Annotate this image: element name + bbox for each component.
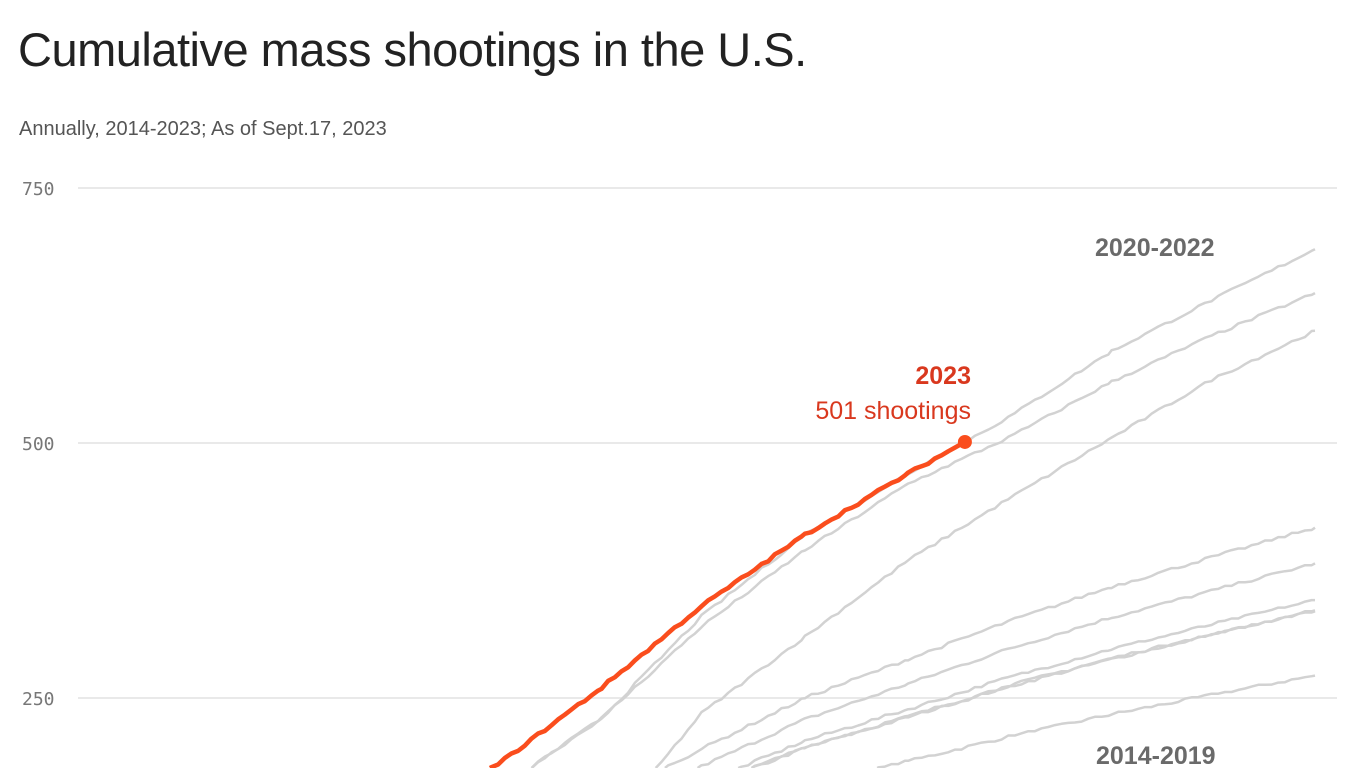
series-line-2016: [696, 562, 1316, 768]
series-line-2022: [530, 292, 1316, 768]
group-label-2020-2022: 2020-2022: [1095, 234, 1215, 262]
highlight-value-label: 501 shootings: [815, 397, 971, 425]
y-tick-label: 500: [22, 434, 55, 455]
y-tick-label: 250: [22, 689, 55, 710]
series-line-2021: [530, 248, 1316, 768]
series-line-2018: [750, 609, 1316, 768]
group-label-2014-2019: 2014-2019: [1096, 742, 1216, 768]
series-line-2020: [654, 329, 1316, 768]
highlight-year-label: 2023: [915, 362, 971, 390]
series-line-2023: [488, 440, 967, 768]
series-line-2014: [876, 674, 1316, 768]
chart-subtitle: Annually, 2014-2023; As of Sept.17, 2023: [19, 118, 387, 140]
y-tick-label: 750: [22, 179, 55, 200]
series-line-2019: [664, 526, 1316, 768]
series-line-2017: [737, 598, 1315, 768]
series-line-2015: [750, 610, 1316, 768]
chart-title: Cumulative mass shootings in the U.S.: [18, 23, 807, 76]
highlight-endpoint-dot: [957, 434, 972, 449]
